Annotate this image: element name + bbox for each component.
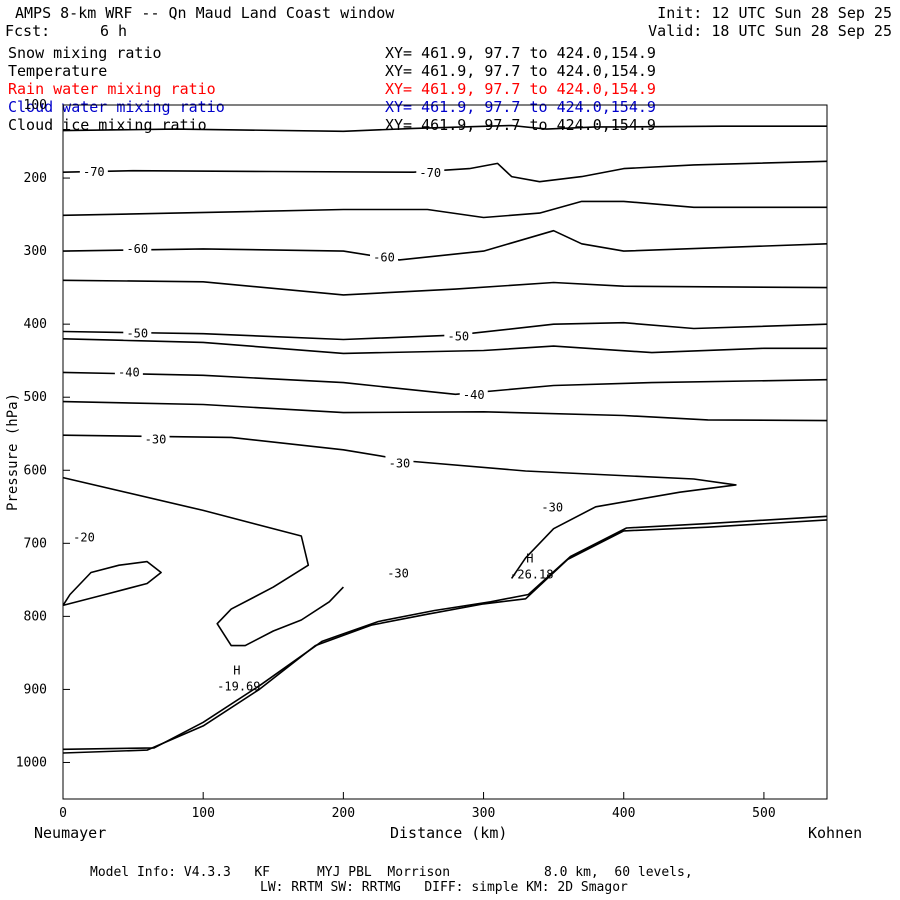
legend-name: Temperature: [8, 62, 108, 80]
isotherm-minus-30: [62, 434, 737, 579]
legend-name: Snow mixing ratio: [8, 44, 162, 62]
contour-label-bg: [416, 164, 445, 179]
x-tick-label: 100: [191, 806, 214, 821]
contour-label: -60: [126, 242, 148, 256]
legend-name: Cloud water mixing ratio: [8, 98, 225, 116]
x-tick-label: 400: [612, 806, 635, 821]
extremum-value: -26.18: [510, 568, 553, 582]
contour-label: -40: [118, 365, 140, 379]
contour-label-bg: [538, 499, 567, 514]
forecast-label: Fcst:: [5, 22, 51, 40]
contour-label-bg: [444, 328, 473, 343]
contour-label-bg: [370, 249, 399, 264]
legend-row-cloud-water: Cloud water mixing ratio XY= 461.9, 97.7…: [8, 98, 708, 116]
y-tick-label: 700: [24, 536, 47, 551]
contour-label: -50: [126, 327, 148, 341]
legend-xy: XY= 461.9, 97.7 to 424.0,154.9: [385, 98, 656, 116]
y-tick-label: 900: [24, 682, 47, 697]
contour-label: -30: [145, 433, 167, 447]
y-axis-label: Pressure (hPa): [5, 393, 21, 511]
extremum-value: -19.69: [217, 679, 260, 693]
model-info-line1: Model Info: V4.3.3 KF MYJ PBL Morrison 8…: [90, 865, 693, 880]
y-tick-label: 500: [24, 390, 47, 405]
isotherm-minus-35: [62, 400, 828, 422]
isotherm-minus-20: [62, 560, 162, 607]
plot-frame: [62, 104, 828, 800]
legend-row-rain: Rain water mixing ratio XY= 461.9, 97.7 …: [8, 80, 708, 98]
forecast-value: 6 h: [100, 22, 128, 40]
y-tick-label: 200: [24, 171, 47, 186]
extremum-letter: H: [526, 552, 533, 566]
x-tick-label: 500: [752, 806, 775, 821]
x-axis-start-label: Neumayer: [34, 824, 107, 842]
legend-xy: XY= 461.9, 97.7 to 424.0,154.9: [385, 44, 656, 62]
init-time: Init: 12 UTC Sun 28 Sep 25: [657, 4, 892, 22]
y-tick-label: 400: [24, 317, 47, 332]
isotherm-top: [62, 124, 827, 133]
contour-label: -60: [373, 251, 395, 265]
isotherm-minus-40: [62, 371, 828, 396]
contour-label: -40: [463, 388, 485, 402]
contour-label-bg: [385, 455, 414, 470]
chart-title: AMPS 8-km WRF -- Qn Maud Land Coast wind…: [15, 4, 395, 22]
x-tick-label: 200: [332, 806, 355, 821]
x-tick-label: 300: [472, 806, 495, 821]
y-tick-label: 100: [24, 98, 47, 113]
contour-label: -70: [419, 166, 441, 180]
x-axis-label: Distance (km): [390, 824, 508, 842]
isotherm-minus-50: [62, 321, 828, 341]
contour-label-bg: [141, 431, 170, 446]
x-tick-label: 0: [59, 806, 67, 821]
x-axis-end-label: Kohnen: [808, 824, 863, 842]
legend-name: Rain water mixing ratio: [8, 80, 216, 98]
contour-label-bg: [123, 240, 152, 255]
terrain-surface-outer: [62, 519, 828, 754]
y-tick-label: 300: [24, 244, 47, 259]
contour-label: -30: [389, 457, 411, 471]
contour-label: -50: [447, 330, 469, 344]
extremum-letter: H: [233, 663, 240, 677]
isotherm-minus-55: [62, 279, 828, 296]
isotherm-minus-65: [62, 200, 827, 219]
isotherm-minus-45: [62, 338, 827, 355]
isotherm-minus-25: [62, 476, 344, 647]
contour-label-bg: [123, 325, 152, 340]
legend-xy: XY= 461.9, 97.7 to 424.0,154.9: [385, 80, 656, 98]
contour-label-bg: [114, 364, 143, 379]
contour-label: -30: [541, 501, 563, 515]
legend-row-snow: Snow mixing ratio XY= 461.9, 97.7 to 424…: [8, 44, 708, 62]
model-info-line2: LW: RRTM SW: RRTMG DIFF: simple KM: 2D S…: [260, 880, 628, 895]
contour-label-bg: [79, 164, 108, 179]
contour-label: -70: [83, 165, 105, 179]
contour-label-bg: [459, 387, 488, 402]
terrain-surface-inner: [62, 515, 828, 751]
y-tick-label: 600: [24, 463, 47, 478]
contour-label: -30: [387, 566, 409, 580]
contour-label-bg: [70, 529, 99, 544]
contour-label: -20: [73, 530, 95, 544]
y-tick-label: 800: [24, 609, 47, 624]
y-tick-label: 1000: [16, 755, 47, 770]
legend-xy: XY= 461.9, 97.7 to 424.0,154.9: [385, 62, 656, 80]
isotherm-minus-70: [62, 160, 828, 183]
valid-time: Valid: 18 UTC Sun 28 Sep 25: [648, 22, 892, 40]
legend-row-temperature: Temperature XY= 461.9, 97.7 to 424.0,154…: [8, 62, 708, 80]
contour-label-bg: [384, 565, 413, 580]
isotherm-minus-60: [62, 229, 828, 261]
